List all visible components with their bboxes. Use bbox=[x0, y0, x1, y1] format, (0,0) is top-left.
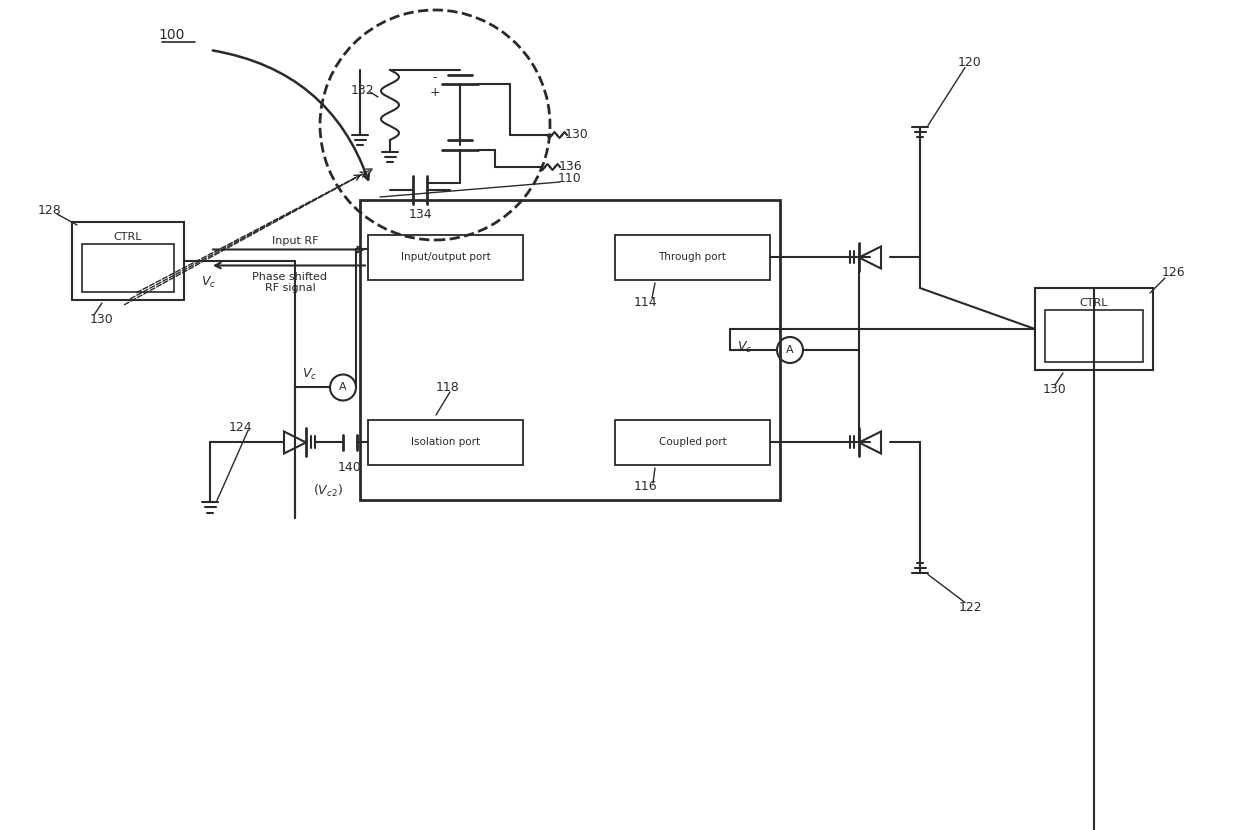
Text: 128: 128 bbox=[38, 203, 62, 217]
Text: 134: 134 bbox=[408, 208, 432, 222]
Bar bbox=[615, 420, 770, 465]
Bar bbox=[1035, 288, 1153, 370]
Text: Phase shifted
RF signal: Phase shifted RF signal bbox=[253, 271, 327, 293]
Text: CTRL: CTRL bbox=[114, 232, 143, 242]
Text: $(V_{c2})$: $(V_{c2})$ bbox=[312, 482, 343, 499]
Text: 130: 130 bbox=[91, 314, 114, 326]
Text: CTRL: CTRL bbox=[1080, 298, 1109, 308]
Text: 136: 136 bbox=[558, 160, 582, 173]
Text: Input RF: Input RF bbox=[272, 236, 319, 246]
Text: Through port: Through port bbox=[658, 252, 727, 262]
Text: 122: 122 bbox=[959, 601, 982, 614]
Text: 114: 114 bbox=[634, 295, 657, 309]
Text: Isolation port: Isolation port bbox=[410, 437, 480, 447]
Text: A: A bbox=[340, 383, 347, 393]
Text: 132: 132 bbox=[350, 84, 373, 96]
Text: $V_c$: $V_c$ bbox=[738, 339, 753, 354]
Text: 140: 140 bbox=[339, 461, 362, 474]
Text: 110: 110 bbox=[558, 172, 582, 184]
Text: 130: 130 bbox=[565, 129, 589, 141]
Text: +: + bbox=[430, 85, 440, 99]
Text: 126: 126 bbox=[1161, 266, 1184, 280]
Bar bbox=[82, 244, 174, 292]
Text: 118: 118 bbox=[436, 382, 460, 394]
Text: $V_c$: $V_c$ bbox=[303, 367, 317, 382]
Text: 130: 130 bbox=[1043, 383, 1066, 397]
Text: 116: 116 bbox=[634, 481, 657, 494]
Bar bbox=[1045, 310, 1143, 362]
Text: A: A bbox=[786, 345, 794, 355]
Text: 124: 124 bbox=[228, 421, 252, 434]
Text: 120: 120 bbox=[959, 56, 982, 69]
Text: $V_c$: $V_c$ bbox=[201, 275, 217, 290]
Text: 100: 100 bbox=[159, 28, 185, 42]
Bar bbox=[72, 222, 184, 300]
Text: Coupled port: Coupled port bbox=[658, 437, 727, 447]
Bar bbox=[368, 420, 523, 465]
Bar bbox=[360, 200, 780, 500]
Text: -: - bbox=[433, 71, 438, 85]
Text: Input/output port: Input/output port bbox=[401, 252, 490, 262]
Bar bbox=[615, 235, 770, 280]
Bar bbox=[368, 235, 523, 280]
